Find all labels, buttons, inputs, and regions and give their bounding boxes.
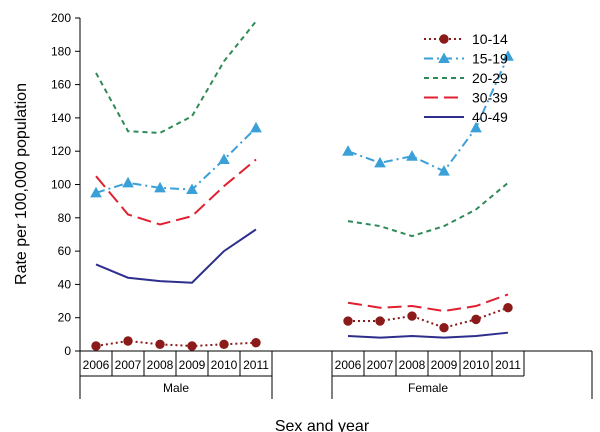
data-point [375,316,385,326]
series-15-19 [90,50,514,198]
data-point [438,52,450,63]
legend-label: 15-19 [472,51,508,67]
series-30-39 [95,158,509,313]
x-tick-label: 2009 [431,358,458,372]
data-point [155,339,165,350]
series-20-29 [95,20,509,238]
x-tick-label: 2006 [83,358,110,372]
y-tick-label: 140 [51,111,71,125]
series-line [347,331,509,339]
data-point [251,337,261,348]
x-tick-label: 2007 [367,358,394,372]
data-point [343,316,353,326]
data-point [374,156,386,168]
legend-label: 10-14 [472,31,508,47]
legend-label: 20-29 [472,70,508,86]
data-point [91,341,101,351]
series-line [348,306,509,329]
data-point [503,303,513,313]
data-point [470,121,482,133]
data-point [219,339,229,350]
x-tick-label: 2007 [115,358,142,372]
y-tick-label: 180 [51,44,71,58]
x-tick-label: 2010 [211,358,238,372]
group-label: Male [163,381,189,395]
series-lines [90,20,514,351]
x-tick-label: 2009 [179,358,206,372]
series-line [95,127,257,194]
y-tick-label: 0 [64,344,71,358]
series-line [95,228,257,284]
data-point [123,336,133,346]
x-tick-label: 2011 [243,358,269,372]
data-point [122,176,134,188]
data-point [187,341,197,351]
x-tick-label: 2008 [147,358,174,372]
data-point [90,186,102,198]
y-tick-label: 40 [58,277,72,291]
x-tick-label: 2011 [495,358,521,372]
data-point [502,50,514,61]
axes: 0 20 40 60 80 100 120 140 160 180 200 2006 2007 2008 2… [51,11,593,399]
series-line [95,20,257,134]
data-point [186,183,198,194]
data-point [342,145,354,156]
series-10-14 [91,303,513,351]
data-point [471,314,481,325]
series-line [347,55,509,173]
legend-label: 40-49 [472,109,508,125]
y-tick-label: 120 [51,144,71,158]
y-tick-label: 80 [58,211,72,225]
data-point [439,34,449,44]
y-axis-title: Rate per 100,000 population [13,83,30,285]
x-tick-label: 2006 [335,358,362,372]
y-tick-label: 100 [51,178,71,192]
legend-label: 30-39 [472,90,508,106]
y-tick-label: 60 [58,244,72,258]
series-line [347,182,509,238]
legend: 10-14 15-19 20-29 30-39 40-49 [424,31,508,125]
data-point [406,150,418,161]
group-label: Female [408,381,448,395]
data-point [407,311,417,321]
y-tick-label: 20 [58,311,72,325]
x-tick-label: 2008 [399,358,426,372]
series-line [95,158,257,226]
x-axis-title: Sex and year [275,418,370,432]
data-point [154,181,166,193]
data-point [218,153,230,165]
data-point [438,165,450,176]
y-tick-label: 200 [51,11,71,25]
data-point [250,121,262,133]
series-line [95,340,257,348]
series-40-49 [95,228,509,339]
series-line [347,293,509,313]
x-tick-label: 2010 [463,358,490,372]
data-point [439,322,449,333]
y-tick-label: 160 [51,78,71,92]
